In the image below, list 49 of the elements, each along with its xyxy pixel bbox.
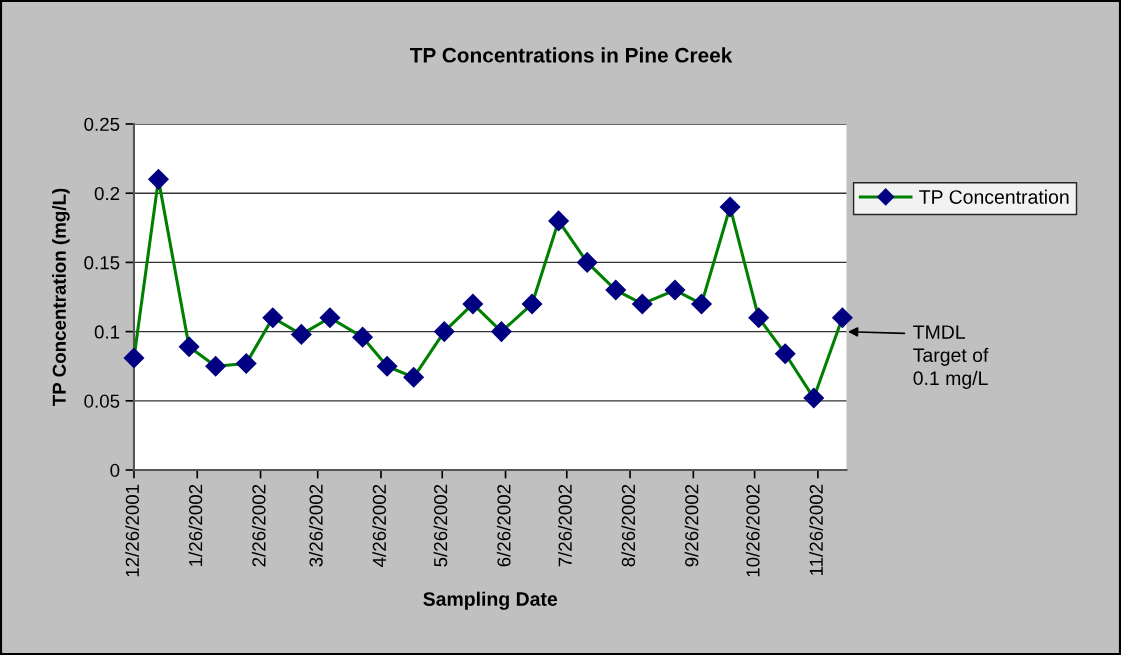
point — [605, 279, 627, 301]
point — [719, 196, 741, 218]
x-tick-label: 2/26/2002 — [251, 484, 266, 567]
y-axis-title: TP Concentration (mg/L) — [52, 188, 70, 406]
point — [521, 293, 543, 315]
point — [262, 307, 284, 329]
x-tick-label: 1/26/2002 — [188, 484, 203, 566]
point — [576, 251, 598, 273]
x-tick-label: 7/26/2002 — [558, 484, 572, 567]
point — [123, 347, 145, 369]
text: TMDL Target of 0.1 mg/L — [913, 325, 989, 389]
point — [690, 293, 713, 315]
point — [433, 321, 455, 343]
point — [831, 307, 853, 329]
point — [774, 343, 796, 365]
x-tick-label: 8/26/2002 — [621, 484, 636, 567]
x-tick-label: 10/26/2002 — [745, 484, 760, 577]
point — [147, 168, 169, 190]
point — [748, 307, 770, 329]
x-tick-label: 9/26/2002 — [684, 484, 699, 567]
point — [319, 307, 341, 329]
point — [352, 326, 374, 348]
point — [631, 293, 653, 315]
point — [803, 387, 825, 409]
point — [290, 323, 312, 345]
point — [376, 355, 398, 377]
point — [205, 355, 227, 377]
y-tick-label: 0.2 — [94, 186, 120, 201]
point — [403, 366, 425, 388]
x-axis-title: Sampling Date — [423, 591, 558, 610]
x-tick-label: 6/26/2002 — [496, 484, 511, 567]
x-tick-label: 11/26/2002 — [809, 484, 823, 575]
point — [490, 321, 512, 343]
x-tick-label: 5/26/2002 — [433, 484, 448, 567]
x-tick-label: 3/26/2002 — [308, 484, 323, 567]
x-tick-label: 12/26/2001 — [125, 484, 139, 577]
point — [235, 352, 257, 374]
chart-title: TP Concentrations in Pine Creek — [409, 47, 733, 63]
point — [462, 293, 484, 315]
point — [664, 279, 686, 301]
legend-label: TP Concentration — [919, 189, 1069, 204]
y-tick-label: 0.15 — [84, 256, 120, 270]
x-tick-label: 4/26/2002 — [372, 484, 387, 567]
y-tick-label: 0.25 — [84, 117, 120, 131]
y-tick-label: 0 — [110, 463, 120, 478]
y-tick-label: 0.05 — [84, 394, 120, 408]
point — [548, 210, 570, 232]
y-tick-label: 0.1 — [94, 325, 120, 339]
point — [178, 336, 200, 358]
